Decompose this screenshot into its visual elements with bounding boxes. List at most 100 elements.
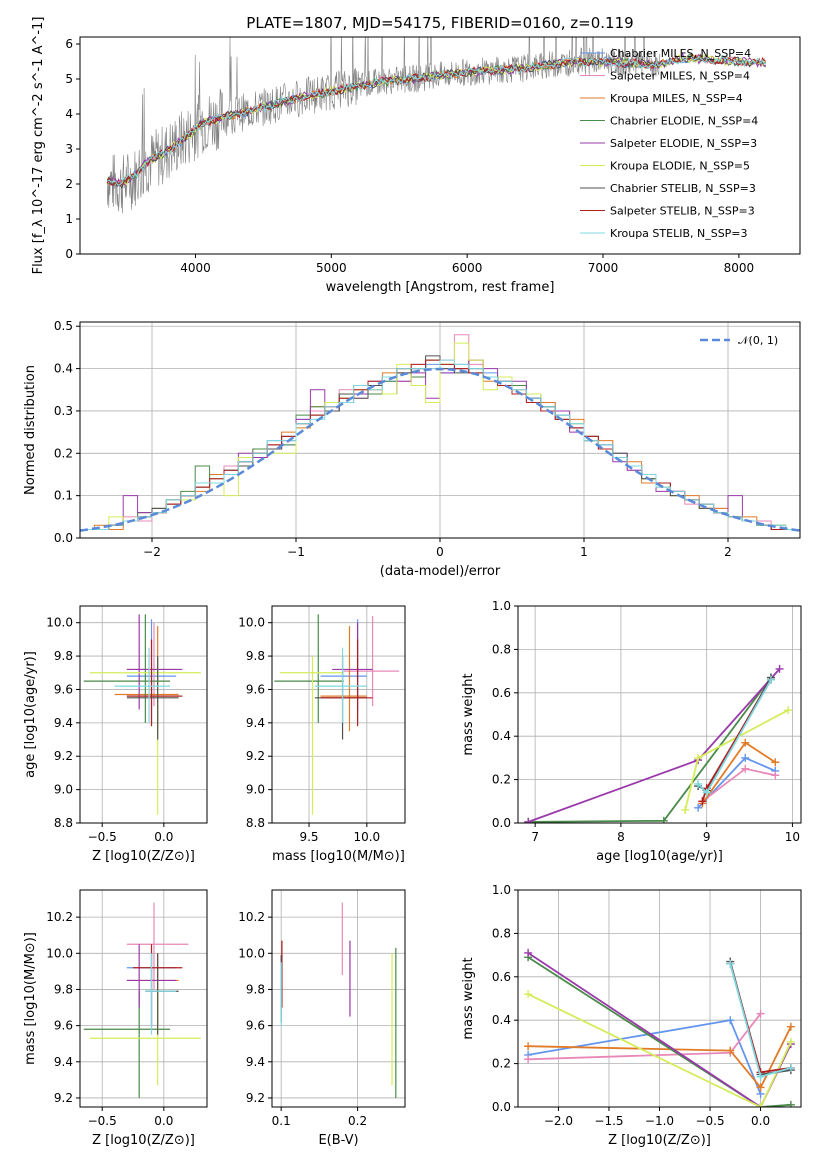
y-tick-label: 9.6 <box>54 682 73 696</box>
errorbar-point-5 <box>89 989 201 1086</box>
x-axis-label: Z [log10(Z/Z⊙)] <box>92 849 195 864</box>
axes-frame-spectrum <box>79 36 801 255</box>
x-tick-label: 8 <box>617 830 625 844</box>
x-tick-label: 0.1 <box>272 1114 291 1128</box>
weight-marker <box>698 797 707 806</box>
weight-marker <box>786 1022 795 1031</box>
y-tick-label: 10.0 <box>46 616 73 630</box>
weight-marker <box>524 817 533 823</box>
errorbar-point-1 <box>343 616 400 707</box>
panel-spectrum: 4000 5000 6000 7000 8000 0 1 2 3 4 5 6 wavelength [A… <box>31 17 801 295</box>
weight-marker <box>756 1009 765 1018</box>
panel-mass-vs-Z: −0.5 0.0 9.2 9.4 9.6 9.8 10.0 10.2 Z [log10(Z/Z⊙… <box>23 889 208 1148</box>
axes-frame-residuals <box>79 321 801 539</box>
y-tick-label: 4 <box>65 107 73 121</box>
y-tick-label: 0.5 <box>54 319 73 333</box>
y-tick-label: 10.0 <box>238 946 265 960</box>
x-tick-label: 0.0 <box>154 830 173 844</box>
errorbar-point-3 <box>83 614 171 723</box>
y-tick-label: 9.8 <box>246 649 265 663</box>
plot-area <box>83 614 201 815</box>
x-tick-label: −0.5 <box>88 1114 117 1128</box>
y-tick-label: 10.2 <box>46 910 73 924</box>
y-tick-label: 3 <box>65 142 73 156</box>
y-axis-label: mass [log10(M/M⊙)] <box>23 932 38 1065</box>
y-tick-label: 2 <box>65 177 73 191</box>
weight-line-6 <box>697 677 772 792</box>
legend-entry: Kroupa MILES, N_SSP=4 <box>610 92 743 105</box>
x-tick-label: −0.5 <box>88 830 117 844</box>
panels: 4000 5000 6000 7000 8000 0 1 2 3 4 5 6 wavelength [A… <box>23 17 802 1148</box>
legend-entry: Salpeter MILES, N_SSP=4 <box>610 70 750 83</box>
errorbar-point-1 <box>126 902 189 990</box>
y-tick-label: 0.3 <box>54 404 73 418</box>
legend-entry: 𝒩(0, 1) <box>738 334 778 347</box>
y-tick-label: 0.0 <box>54 531 73 545</box>
y-tick-label: 10.2 <box>238 910 265 924</box>
weight-line-3 <box>527 956 791 1107</box>
plot-area <box>274 614 400 815</box>
axes-frame-mass-vs-Z <box>79 889 208 1108</box>
y-tick-label: 9.8 <box>54 649 73 663</box>
errorbar-point-6 <box>126 656 179 740</box>
plot-area <box>80 334 800 538</box>
weight-marker <box>694 779 703 788</box>
weight-marker <box>726 1046 735 1055</box>
errorbar-point-6 <box>145 953 179 1035</box>
y-axis-label: Normed distribution <box>23 365 38 495</box>
y-tick-label: 0.4 <box>492 729 511 743</box>
y-tick-label: 9.6 <box>246 1019 265 1033</box>
gaussian-curve <box>80 367 800 532</box>
legend-entry: Salpeter ELODIE, N_SSP=3 <box>610 137 757 150</box>
model-line-8 <box>106 55 766 187</box>
x-tick-label: 10 <box>785 830 800 844</box>
x-tick-label: 0.2 <box>348 1114 367 1128</box>
y-tick-label: 9.0 <box>54 783 73 797</box>
y-tick-label: 0.0 <box>492 816 511 830</box>
x-tick-label: −1.0 <box>645 1114 674 1128</box>
axes-frame-massweight-vs-Z <box>517 889 802 1108</box>
errorbar-point-8 <box>145 953 177 1035</box>
weight-marker <box>524 1055 533 1064</box>
x-axis-label: (data-model)/error <box>380 564 501 579</box>
y-tick-label: 0.0 <box>492 1100 511 1114</box>
weight-marker <box>771 771 780 780</box>
y-tick-label: 1 <box>65 212 73 226</box>
y-tick-label: 9.4 <box>246 1055 265 1069</box>
axes-frame-age-vs-Z <box>79 605 208 824</box>
panel-residuals: −2 −1 0 1 2 0.0 0.1 0.2 0.3 0.4 0.5 (data-model)/er… <box>23 319 801 579</box>
y-tick-label: 0 <box>65 247 73 261</box>
x-tick-label: 9.5 <box>299 830 318 844</box>
x-tick-label: −2.0 <box>544 1114 573 1128</box>
weight-marker <box>524 948 533 957</box>
axes-frame-age-vs-mass <box>271 605 406 824</box>
weight-marker <box>741 753 750 762</box>
plot-area <box>524 664 793 823</box>
x-tick-label: 8000 <box>724 261 755 275</box>
weight-marker <box>756 1103 765 1107</box>
errorbar-point-2 <box>320 626 367 732</box>
y-tick-label: 10.0 <box>238 616 265 630</box>
errorbar-point-2 <box>114 626 179 732</box>
legend-entry: Salpeter STELIB, N_SSP=3 <box>610 205 755 218</box>
x-tick-label: 7 <box>531 830 539 844</box>
weight-marker <box>756 1072 765 1081</box>
panel-massweight-vs-Z: −2.0 −1.5 −1.0 −0.5 0.0 0.0 0.2 0.4 0.6 0.8 1.0 Z [… <box>461 883 802 1148</box>
weight-marker <box>726 959 735 968</box>
y-tick-label: 0.8 <box>492 642 511 656</box>
weight-marker <box>659 816 668 823</box>
weight-marker <box>786 1037 795 1046</box>
x-tick-label: 7000 <box>588 261 619 275</box>
weight-line-2 <box>528 1026 792 1090</box>
panel-age-vs-mass: 9.5 10.0 8.8 9.0 9.2 9.4 9.6 9.8 10.0 mass [log10… <box>238 605 406 864</box>
panel-age-vs-Z: −0.5 0.0 8.8 9.0 9.2 9.4 9.6 9.8 10.0 Z [log10(Z/… <box>23 605 208 864</box>
x-axis-label: Z [log10(Z/Z⊙)] <box>608 1133 711 1148</box>
y-tick-label: 0.2 <box>54 446 73 460</box>
plot-area <box>106 37 767 214</box>
y-tick-label: 0.6 <box>492 970 511 984</box>
x-tick-label: 6000 <box>452 261 483 275</box>
errorbar-point-3 <box>274 614 344 723</box>
x-axis-label: E(B-V) <box>318 1133 358 1148</box>
y-tick-label: 5 <box>65 72 73 86</box>
